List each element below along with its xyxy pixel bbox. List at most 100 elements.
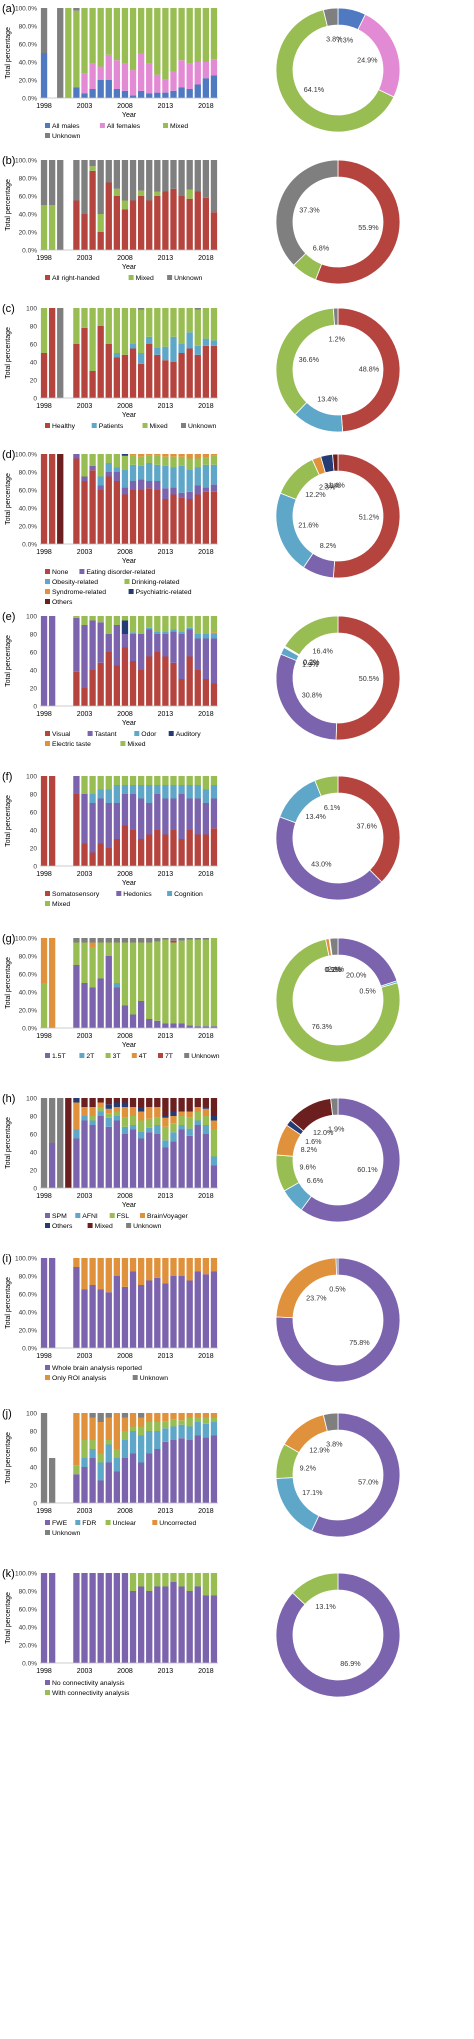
bar-segment [178,1098,185,1112]
bar-segment [194,309,201,346]
bar-segment [186,189,193,199]
bar-segment [137,353,145,364]
legend-item: 7T [165,1053,173,1060]
donut-slice [332,307,339,326]
bar-segment [186,332,193,349]
donut-label: 60.1% [357,1165,378,1174]
bar-segment [178,634,185,679]
bar-segment [202,803,210,835]
donut-label: 9.2% [300,1463,317,1472]
bar-segment [113,1471,121,1503]
bar-segment [146,1107,153,1119]
bar-segment [121,63,129,91]
bar-segment [73,1098,80,1103]
x-tick-label: 1998 [36,549,52,556]
bar-segment [137,309,145,353]
y-tick-label: 40.0% [19,1625,38,1632]
bar-segment [137,1417,145,1427]
donut-slice [275,492,314,569]
legend-swatch [124,579,130,584]
bar-segment [194,634,201,639]
x-tick-label: 2008 [117,103,133,110]
bar-segment [162,92,169,98]
bar-segment [81,73,88,94]
donut-label: 3.8% [326,35,343,44]
bar-segment [210,1422,218,1436]
bar-segment [89,1107,96,1116]
legend-item: Tastant [95,731,117,738]
bar-segment [81,688,88,706]
x-tick-label: 2018 [198,1033,214,1040]
x-tick-label: 2003 [77,871,93,878]
x-tick-label: 1998 [36,1353,52,1360]
bar-segment [97,1111,104,1116]
bar-segment [73,1474,80,1503]
bar-segment [146,1431,153,1454]
legend-swatch [45,589,50,594]
bar-segment [154,160,161,192]
bar-segment [210,1271,218,1348]
x-axis-title: Year [122,264,137,271]
bar-segment [129,1258,137,1272]
panel-c: (c) 0 20 40 60 80 100 Total percentage 1998 2003 2… [2,303,401,433]
bar-segment [113,1120,121,1188]
bar-segment [210,776,218,785]
y-tick-label: 0.0% [22,248,37,255]
legend-swatch [134,731,140,736]
bar-segment [202,1573,210,1596]
legend-item: Unknown [174,275,203,282]
bar-segment [73,344,80,398]
y-tick-label: 80.0% [19,1589,38,1596]
bar-segment [194,1422,201,1436]
bar-segment [57,8,64,98]
bar-segment [178,1116,185,1125]
bar-segment [178,1420,185,1425]
bar-segment [194,454,201,459]
bar-segment [194,939,201,1027]
x-tick-label: 2008 [117,711,133,718]
bar-segment [97,1107,104,1112]
legend-swatch [45,1053,50,1058]
bar-segment [154,1586,161,1663]
legend-item: 1.5T [52,1053,66,1060]
bar-segment [202,1417,210,1424]
bar-segment [194,1271,201,1348]
bar-segment [170,336,177,362]
bar-segment [105,454,112,463]
bar-segment [186,63,193,89]
donut-slice [275,1257,337,1319]
legend-swatch [45,731,50,736]
bar-segment [105,1098,112,1105]
donut-label: 3.1% [324,481,341,490]
bar-segment [210,8,218,60]
donut-slice [284,615,339,656]
donut-slice [315,159,401,285]
bar-segment [105,1108,112,1114]
bar-segment [81,1289,88,1348]
legend-swatch [45,423,50,428]
panel-f: (f) 0 20 40 60 80 100 Total percentage 1998 2003 2… [2,771,401,908]
bar-segment [154,1125,161,1134]
y-tick-label: 40 [30,360,38,367]
bar-segment [178,353,185,398]
bar-segment [178,1424,185,1439]
bar-segment [113,616,121,625]
donut-label: 3.8% [326,1440,343,1449]
bar-segment [178,794,185,839]
bar-segment [137,938,145,943]
bar-segment [146,463,153,481]
donut-label: 2.1% [328,965,345,974]
y-tick-label: 100.0% [15,158,37,165]
bar-segment [210,785,218,799]
bar-segment [129,308,137,344]
donut-label: 57.0% [358,1477,379,1486]
bar-segment [137,363,145,398]
bar-segment [89,1125,96,1188]
bar-segment [105,776,112,790]
bar-segment [121,454,129,456]
bar-segment [57,1098,64,1188]
bar-segment [129,1125,137,1130]
bar-segment [162,798,169,835]
x-axis-title: Year [122,720,137,727]
bar-segment [202,8,210,62]
